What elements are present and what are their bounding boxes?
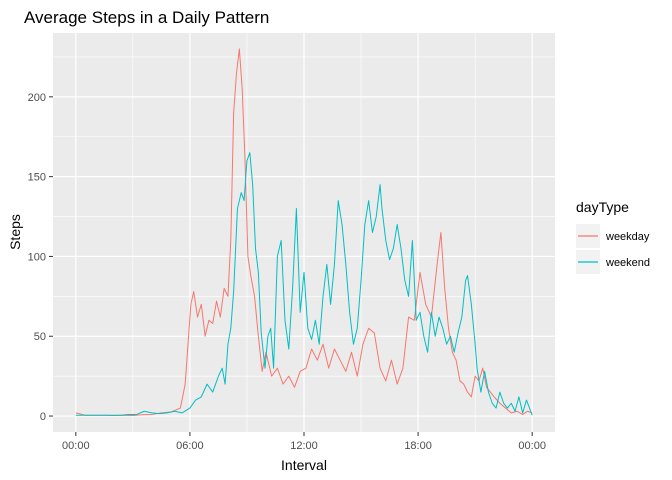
legend-label-weekend: weekend (605, 257, 650, 269)
legend: dayType weekday weekend (576, 199, 650, 274)
y-tick-label: 100 (28, 251, 46, 263)
y-tick-label: 200 (28, 92, 46, 104)
x-tick-label: 18:00 (404, 440, 432, 452)
grid-major (53, 33, 555, 432)
series-lines (75, 48, 533, 417)
y-tick-label: 0 (40, 411, 46, 423)
series-line-weekend (75, 152, 533, 416)
x-axis: 00:00 06:00 12:00 18:00 00:00 (62, 432, 546, 452)
y-tick-label: 50 (34, 331, 46, 343)
x-tick-label: 12:00 (290, 440, 318, 452)
y-axis: 0 50 100 150 200 (28, 92, 53, 423)
legend-title: dayType (576, 199, 629, 215)
x-tick-label: 06:00 (176, 440, 204, 452)
x-tick-label: 00:00 (62, 440, 90, 452)
y-tick-label: 150 (28, 172, 46, 184)
x-axis-title: Interval (281, 457, 327, 473)
x-tick-label: 00:00 (518, 440, 546, 452)
legend-label-weekday: weekday (605, 231, 650, 243)
chart-title: Average Steps in a Daily Pattern (24, 8, 269, 27)
series-line-weekday (75, 48, 533, 417)
y-axis-title: Steps (7, 214, 23, 250)
